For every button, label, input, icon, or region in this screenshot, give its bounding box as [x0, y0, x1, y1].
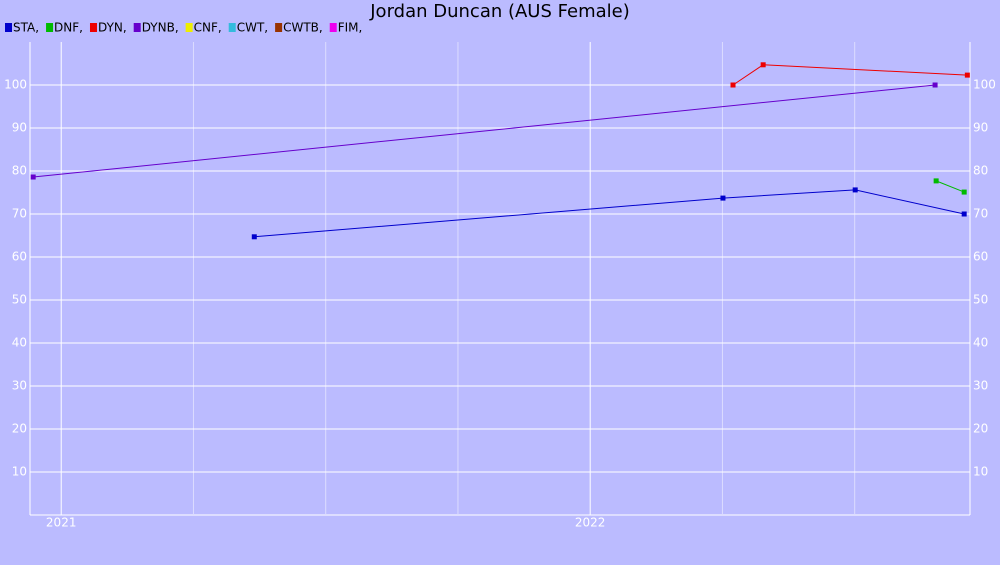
y-tick-label: 80 [12, 164, 27, 178]
y-tick-label-right: 70 [973, 207, 988, 221]
y-tick-label: 10 [12, 465, 27, 479]
y-tick-label-right: 20 [973, 422, 988, 436]
data-point [730, 82, 736, 88]
y-tick-label-right: 90 [973, 121, 988, 135]
legend-swatch [46, 23, 54, 32]
series-line [732, 64, 968, 86]
data-point [961, 189, 967, 195]
series-line [254, 189, 965, 238]
legend-swatch [228, 23, 236, 32]
data-point [760, 62, 766, 68]
y-tick-label-right: 30 [973, 379, 988, 393]
series-line [935, 180, 965, 193]
legend-label: STA, [13, 21, 39, 35]
data-point [720, 195, 726, 201]
chart-title: Jordan Duncan (AUS Female) [369, 1, 630, 22]
y-tick-label-right: 100 [973, 78, 996, 92]
data-point [251, 234, 257, 240]
y-tick-label: 40 [12, 336, 27, 350]
legend-label: DNF, [54, 21, 83, 35]
y-tick-label-right: 10 [973, 465, 988, 479]
legend-label: CNF, [194, 21, 222, 35]
legend-label: DYN, [98, 21, 127, 35]
legend-label: CWT, [237, 21, 268, 35]
x-tick-label: 2022 [575, 516, 606, 530]
y-tick-label-right: 80 [973, 164, 988, 178]
y-tick-label: 60 [12, 250, 27, 264]
legend-label: FIM, [338, 21, 363, 35]
legend-label: CWTB, [283, 21, 323, 35]
y-tick-label: 20 [12, 422, 27, 436]
y-tick-label-right: 50 [973, 293, 988, 307]
x-tick-label: 2021 [46, 516, 77, 530]
y-tick-label: 30 [12, 379, 27, 393]
legend-swatch [185, 23, 193, 32]
data-point [964, 72, 970, 78]
y-tick-label: 50 [12, 293, 27, 307]
y-tick-label: 100 [4, 78, 27, 92]
data-point [961, 211, 967, 217]
legend-label: DYNB, [142, 21, 179, 35]
legend-swatch [133, 23, 141, 32]
y-tick-label-right: 60 [973, 250, 988, 264]
series-line [33, 84, 936, 178]
data-point [932, 82, 938, 88]
data-point [30, 174, 36, 180]
data-point [852, 187, 858, 193]
legend-swatch [89, 23, 97, 32]
y-tick-label: 90 [12, 121, 27, 135]
data-point [933, 178, 939, 184]
legend-swatch [329, 23, 337, 32]
y-tick-label-right: 40 [973, 336, 988, 350]
y-tick-label: 70 [12, 207, 27, 221]
legend-swatch [275, 23, 283, 32]
legend-swatch [5, 23, 12, 32]
